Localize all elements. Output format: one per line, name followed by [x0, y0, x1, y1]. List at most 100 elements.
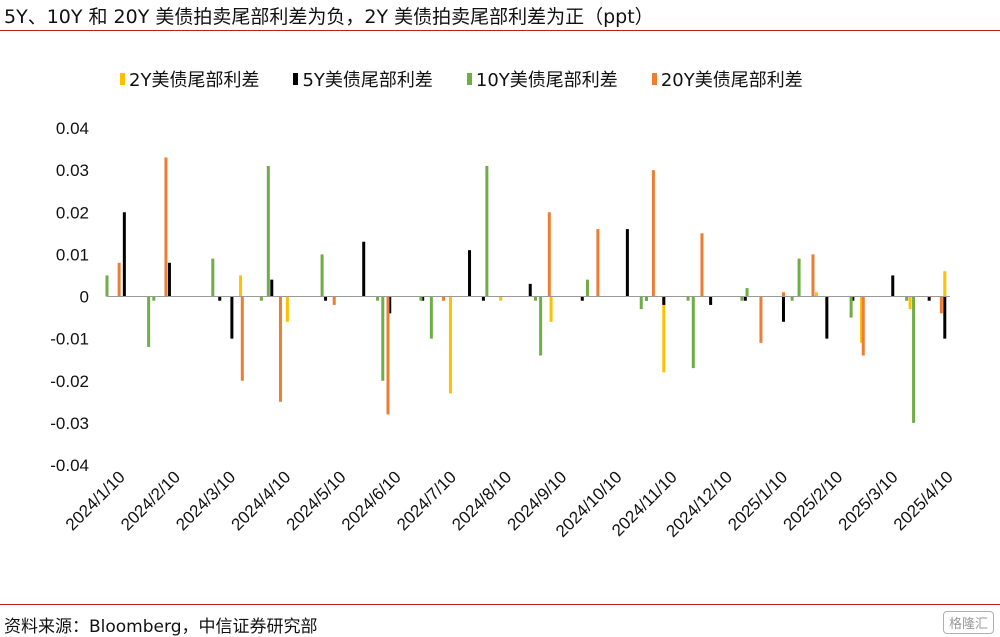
bar-5y	[218, 296, 222, 301]
bar-5y	[468, 250, 472, 297]
bar-5y	[709, 296, 713, 305]
watermark-logo: 格隆汇	[942, 611, 994, 634]
legend-item-20y: 20Y美债尾部利差	[651, 66, 803, 92]
bar-5y	[851, 296, 855, 301]
legend-item-2y: 2Y美债尾部利差	[120, 66, 259, 92]
bar-20y	[164, 157, 168, 297]
bar-10y	[429, 296, 433, 339]
x-tick-label: 2024/2/10	[117, 467, 184, 534]
x-tick-label: 2024/1/10	[62, 467, 129, 534]
legend: 2Y美债尾部利差 5Y美债尾部利差 10Y美债尾部利差 20Y美债尾部利差	[120, 66, 803, 92]
bar-10y	[745, 288, 749, 297]
bar-10y	[639, 296, 643, 310]
bar-10y	[849, 296, 853, 318]
x-tick-label: 2024/5/10	[283, 467, 350, 534]
legend-swatch-10y	[466, 73, 472, 85]
bar-20y	[332, 296, 336, 305]
x-tick-label: 2025/3/10	[835, 467, 902, 534]
y-tick-label: 0.03	[56, 161, 89, 180]
x-tick-label: 2024/8/10	[448, 467, 515, 534]
bar-20y	[861, 296, 865, 356]
bar-chart: 0.040.030.020.010-0.01-0.02-0.03-0.04202…	[50, 119, 957, 541]
y-tick-label: -0.03	[50, 414, 89, 433]
bar-5y	[625, 229, 629, 297]
legend-label-10y: 10Y美债尾部利差	[475, 70, 618, 91]
bar-20y	[759, 296, 763, 343]
chart-title: 5Y、10Y 和 20Y 美债拍卖尾部利差为负，2Y 美债拍卖尾部利差为正（pp…	[4, 6, 654, 28]
y-tick-label: -0.02	[50, 372, 89, 391]
bar-5y	[927, 296, 931, 301]
bar-2y	[239, 275, 243, 297]
x-tick-label: 2024/4/10	[228, 467, 295, 534]
bar-20y	[939, 296, 943, 314]
bar-5y	[324, 296, 328, 301]
bar-10y	[585, 279, 589, 297]
legend-label-5y: 5Y美债尾部利差	[302, 70, 433, 91]
bar-10y	[266, 165, 270, 297]
bar-2y	[908, 296, 912, 310]
bar-5y	[270, 279, 274, 297]
bar-10y	[644, 296, 648, 301]
bar-5y	[891, 275, 895, 297]
bar-10y	[419, 296, 423, 301]
bar-2y	[814, 292, 818, 297]
bar-10y	[259, 296, 263, 301]
bar-2y	[860, 296, 864, 343]
bar-10y	[912, 296, 916, 423]
y-tick-label: 0.01	[56, 245, 89, 264]
bar-10y	[686, 296, 690, 301]
x-tick-label: 2025/1/10	[724, 467, 791, 534]
x-tick-label: 2024/7/10	[393, 467, 460, 534]
y-tick-label: 0	[80, 288, 89, 307]
bottom-rule	[0, 604, 1000, 605]
bar-2y	[285, 296, 289, 322]
bar-20y	[596, 229, 600, 297]
legend-label-20y: 20Y美债尾部利差	[660, 70, 803, 91]
bar-20y	[547, 212, 551, 297]
bar-10y	[539, 296, 543, 356]
bar-2y	[549, 296, 553, 322]
bar-10y	[381, 296, 385, 381]
bar-10y	[533, 296, 537, 301]
bar-20y	[240, 296, 244, 381]
bar-10y	[691, 296, 695, 369]
top-rule	[0, 30, 1000, 31]
bar-5y	[580, 296, 584, 301]
bar-20y	[278, 296, 282, 402]
legend-swatch-5y	[293, 73, 299, 85]
bar-20y	[700, 233, 704, 297]
bar-20y	[386, 296, 390, 415]
bar-5y	[743, 296, 747, 301]
bar-20y	[811, 254, 815, 297]
y-tick-label: -0.01	[50, 330, 89, 349]
y-tick-label: 0.02	[56, 203, 89, 222]
source-note: 资料来源：Bloomberg，中信证券研究部	[4, 617, 318, 637]
x-tick-label: 2024/6/10	[338, 467, 405, 534]
legend-item-5y: 5Y美债尾部利差	[293, 66, 433, 92]
bar-5y	[230, 296, 234, 339]
bar-10y	[376, 296, 380, 301]
bar-2y	[662, 296, 666, 373]
bar-5y	[167, 262, 171, 297]
bar-2y	[499, 296, 503, 301]
bar-10y	[147, 296, 151, 348]
bar-20y	[117, 262, 121, 297]
bar-2y	[943, 271, 947, 297]
x-tick-label: 2025/2/10	[780, 467, 847, 534]
bar-10y	[485, 165, 489, 297]
bar-5y	[421, 296, 425, 301]
bar-20y	[651, 170, 655, 297]
bar-20y	[781, 292, 785, 297]
bar-5y	[362, 241, 366, 297]
legend-item-10y: 10Y美债尾部利差	[466, 66, 618, 92]
bar-10y	[152, 296, 156, 301]
bar-5y	[388, 296, 392, 314]
legend-swatch-20y	[651, 73, 657, 85]
bar-5y	[122, 212, 126, 297]
bar-10y	[320, 254, 324, 297]
bar-20y	[442, 296, 446, 301]
x-tick-label: 2024/3/10	[172, 467, 239, 534]
bar-2y	[448, 296, 452, 394]
bar-10y	[105, 275, 109, 297]
bar-5y	[528, 283, 532, 297]
